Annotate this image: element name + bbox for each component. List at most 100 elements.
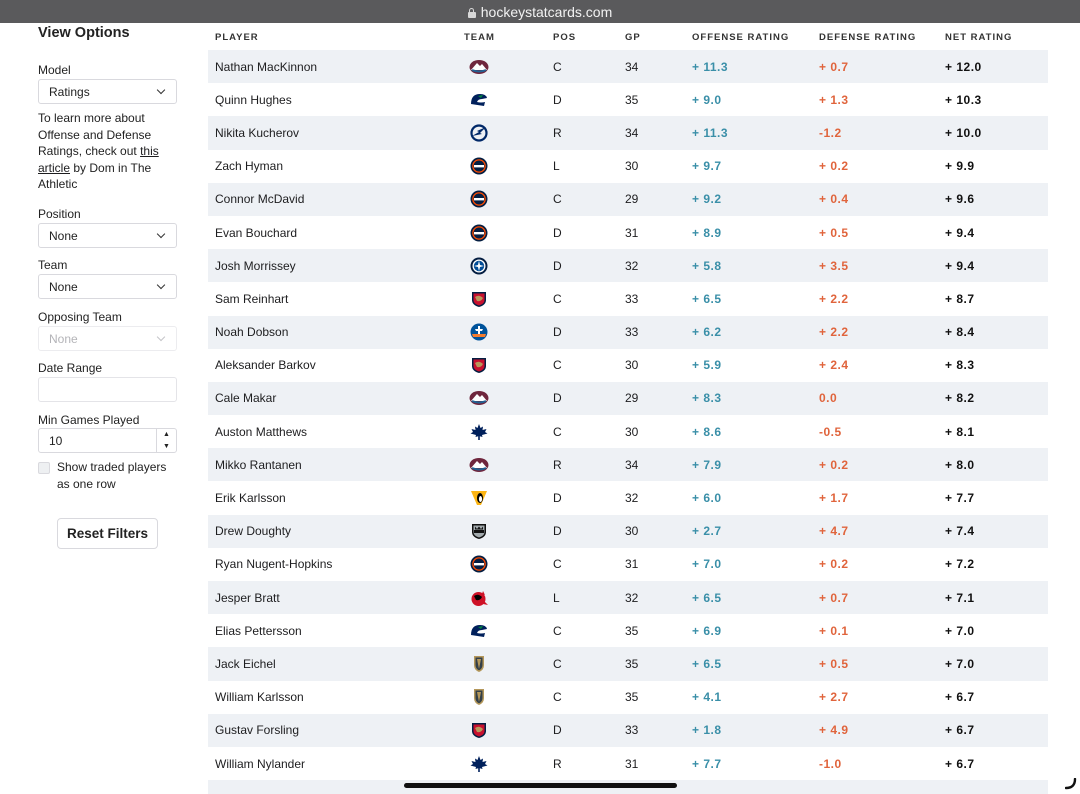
position-value: D	[553, 723, 562, 738]
table-row[interactable]: Zach Hyman L 30 + 9.7 + 0.2 + 9.9	[208, 150, 1048, 183]
net-rating-value: + 8.7	[945, 291, 975, 306]
table-row[interactable]: Evan Bouchard D 31 + 8.9 + 0.5 + 9.4	[208, 216, 1048, 249]
header-pos[interactable]: POS	[553, 32, 577, 43]
player-name[interactable]: Jesper Bratt	[215, 590, 280, 605]
player-name[interactable]: Sam Reinhart	[215, 291, 289, 306]
table-row[interactable]: Erik Karlsson D 32 + 6.0 + 1.7 + 7.7	[208, 481, 1048, 514]
games-played-value: 35	[625, 656, 639, 671]
net-rating-value: + 10.3	[945, 92, 982, 107]
table-row[interactable]: William Karlsson C 35 + 4.1 + 2.7 + 6.7	[208, 681, 1048, 714]
table-row[interactable]: Nikita Kucherov R 34 + 11.3 -1.2 + 10.0	[208, 116, 1048, 150]
table-row[interactable]: Sam Reinhart C 33 + 6.5 + 2.2 + 8.7	[208, 282, 1048, 315]
url-text[interactable]: hockeystatcards.com	[480, 3, 613, 20]
table-row[interactable]: Jack Eichel C 35 + 6.5 + 0.5 + 7.0	[208, 647, 1048, 681]
table-row[interactable]: Cale Makar D 29 + 8.3 0.0 + 8.2	[208, 381, 1048, 416]
player-name[interactable]: Gustav Forsling	[215, 723, 300, 738]
oilers-logo-icon	[468, 216, 490, 249]
min-games-stepper[interactable]: ▲ ▼	[156, 429, 176, 452]
defense-rating-value: + 2.4	[819, 358, 849, 373]
table-body: Nathan MacKinnon C 34 + 11.3 + 0.7 + 12.0 Quin…	[208, 50, 1048, 780]
games-played-value: 35	[625, 690, 639, 705]
table-row[interactable]: Josh Morrissey D 32 + 5.8 + 3.5 + 9.4	[208, 249, 1048, 283]
player-name[interactable]: Mikko Rantanen	[215, 457, 302, 472]
position-value: L	[553, 159, 560, 174]
offense-rating-value: + 6.0	[692, 491, 722, 506]
min-games-input[interactable]: 10 ▲ ▼	[38, 428, 177, 453]
traded-players-checkbox[interactable]	[38, 462, 50, 474]
player-name[interactable]: Aleksander Barkov	[215, 358, 316, 373]
player-name[interactable]: Evan Bouchard	[215, 225, 298, 240]
offense-rating-value: + 1.8	[692, 723, 722, 738]
table-header: PLAYER TEAM POS GP OFFENSE RATING DEFENS…	[208, 23, 1048, 50]
header-defense-rating[interactable]: DEFENSE RATING	[819, 32, 917, 43]
player-name[interactable]: Ryan Nugent-Hopkins	[215, 557, 333, 572]
position-value: D	[553, 491, 562, 506]
player-ratings-table: PLAYER TEAM POS GP OFFENSE RATING DEFENS…	[208, 23, 1048, 794]
header-player[interactable]: PLAYER	[215, 32, 259, 43]
table-row[interactable]: Ryan Nugent-Hopkins C 31 + 7.0 + 0.2 + 7.2	[208, 548, 1048, 581]
position-select[interactable]: None	[38, 223, 177, 248]
chevron-down-icon	[156, 229, 166, 239]
player-name[interactable]: Nikita Kucherov	[215, 125, 300, 140]
jets-logo-icon	[468, 249, 490, 282]
stepper-up-icon[interactable]: ▲	[163, 431, 170, 439]
table-row[interactable]: Gustav Forsling D 33 + 1.8 + 4.9 + 6.7	[208, 713, 1048, 747]
net-rating-value: + 7.7	[945, 491, 975, 506]
player-name[interactable]: Josh Morrissey	[215, 258, 296, 273]
header-team[interactable]: TEAM	[464, 32, 495, 43]
defense-rating-value: + 1.3	[819, 92, 849, 107]
defense-rating-value: 0.0	[819, 391, 838, 406]
player-name[interactable]: Erik Karlsson	[215, 491, 286, 506]
player-name[interactable]: William Karlsson	[215, 690, 304, 705]
table-row[interactable]: Mikko Rantanen R 34 + 7.9 + 0.2 + 8.0	[208, 448, 1048, 482]
model-label: Model	[38, 63, 71, 77]
player-name[interactable]: Nathan MacKinnon	[215, 59, 318, 74]
table-row[interactable]: Nathan MacKinnon C 34 + 11.3 + 0.7 + 12.0	[208, 50, 1048, 84]
player-name[interactable]: Connor McDavid	[215, 192, 305, 207]
panthers-logo-icon	[468, 282, 490, 315]
player-name[interactable]: Cale Makar	[215, 391, 277, 406]
table-row[interactable]: Connor McDavid C 29 + 9.2 + 0.4 + 9.6	[208, 182, 1048, 216]
player-name[interactable]: Elias Pettersson	[215, 623, 302, 638]
table-row[interactable]: Noah Dobson D 33 + 6.2 + 2.2 + 8.4	[208, 315, 1048, 349]
panthers-logo-icon	[468, 349, 490, 382]
player-name[interactable]: Auston Matthews	[215, 424, 308, 439]
games-played-value: 32	[625, 590, 639, 605]
reset-filters-button[interactable]: Reset Filters	[57, 518, 158, 549]
player-name[interactable]: William Nylander	[215, 756, 306, 771]
position-value: R	[553, 756, 562, 771]
traded-players-option[interactable]: Show traded players as one row	[38, 459, 180, 492]
opposing-team-select[interactable]: None	[38, 326, 177, 351]
team-select[interactable]: None	[38, 274, 177, 299]
player-name[interactable]: Noah Dobson	[215, 325, 289, 340]
table-row[interactable]: William Nylander R 31 + 7.7 -1.0 + 6.7	[208, 747, 1048, 780]
stepper-down-icon[interactable]: ▼	[163, 442, 170, 450]
net-rating-value: + 9.4	[945, 225, 975, 240]
player-name[interactable]: Drew Doughty	[215, 524, 292, 539]
net-rating-value: + 9.9	[945, 159, 975, 174]
header-offense-rating[interactable]: OFFENSE RATING	[692, 32, 790, 43]
player-name[interactable]: Zach Hyman	[215, 159, 284, 174]
table-row[interactable]: Elias Pettersson C 35 + 6.9 + 0.1 + 7.0	[208, 614, 1048, 647]
games-played-value: 30	[625, 358, 639, 373]
player-name[interactable]: Quinn Hughes	[215, 92, 292, 107]
table-row[interactable]: Quinn Hughes D 35 + 9.0 + 1.3 + 10.3	[208, 83, 1048, 116]
browser-address-bar[interactable]: hockeystatcards.com	[0, 0, 1080, 23]
header-gp[interactable]: GP	[625, 32, 641, 43]
header-net-rating[interactable]: NET RATING	[945, 32, 1013, 43]
offense-rating-value: + 5.9	[692, 358, 722, 373]
table-row[interactable]: Drew Doughty D 30 + 2.7 + 4.7 + 7.4	[208, 514, 1048, 548]
model-select[interactable]: Ratings	[38, 79, 177, 104]
games-played-value: 34	[625, 59, 639, 74]
table-row[interactable]: Aleksander Barkov C 30 + 5.9 + 2.4 + 8.3	[208, 349, 1048, 382]
date-range-input[interactable]	[38, 377, 177, 402]
table-row[interactable]: Jesper Bratt L 32 + 6.5 + 0.7 + 7.1	[208, 581, 1048, 615]
defense-rating-value: + 2.2	[819, 291, 849, 306]
this-article-link[interactable]: this article	[38, 144, 159, 175]
sidebar-title: View Options	[38, 25, 130, 41]
defense-rating-value: + 2.7	[819, 690, 849, 705]
player-name[interactable]: Jack Eichel	[215, 656, 276, 671]
table-row[interactable]: Auston Matthews C 30 + 8.6 -0.5 + 8.1	[208, 415, 1048, 448]
position-value: D	[553, 92, 562, 107]
games-played-value: 29	[625, 192, 639, 207]
